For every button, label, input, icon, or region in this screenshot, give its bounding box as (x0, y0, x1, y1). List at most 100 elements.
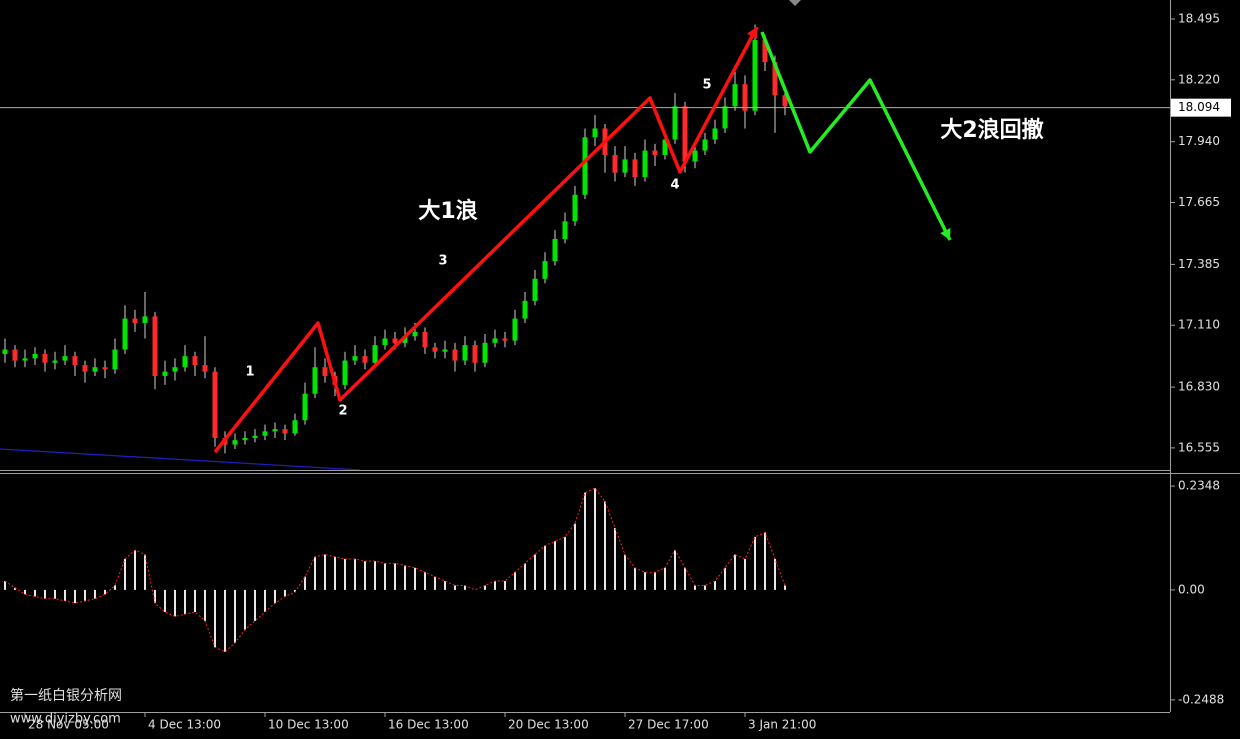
candle-body (552, 238, 558, 262)
histogram-bar (514, 572, 516, 590)
histogram-bar (574, 523, 576, 590)
histogram-bar (114, 585, 116, 590)
histogram-bar (734, 554, 736, 590)
histogram-bar (154, 589, 156, 604)
histogram-bar (254, 589, 256, 621)
histogram-bar (664, 567, 666, 590)
watermark: www.diyizby.com (10, 712, 121, 727)
candle-body (582, 137, 588, 195)
histogram-bar (374, 561, 376, 590)
histogram-bar (324, 554, 326, 590)
histogram-bar (144, 554, 146, 590)
candle-body (202, 364, 208, 372)
histogram-bar (224, 589, 226, 652)
candle-body (282, 429, 288, 434)
candle-body (692, 150, 698, 162)
histogram-bar (674, 550, 676, 590)
histogram-bar (564, 536, 566, 590)
histogram-bar (694, 585, 696, 590)
y-tick-label: 0.00 (1178, 582, 1205, 596)
candle-body (362, 356, 368, 363)
candle-body (732, 84, 738, 107)
candle-body (112, 349, 118, 370)
current-price-label: 18.094 (1178, 100, 1220, 114)
histogram-bar (494, 581, 496, 590)
histogram-bar (214, 589, 216, 648)
trend-line (0, 448, 361, 471)
histogram-bar (604, 501, 606, 590)
histogram-bar (754, 536, 756, 590)
x-tick-label: 28 Nov 05:00 (28, 718, 109, 732)
candle-body (242, 437, 248, 441)
histogram-bar (334, 556, 336, 590)
candle-body (682, 106, 688, 162)
y-tick-label: 16.555 (1178, 440, 1220, 454)
histogram-bar (784, 585, 786, 590)
histogram-bar (34, 589, 36, 597)
wave-arrow (760, 31, 952, 241)
candle-body (232, 440, 238, 445)
histogram-bar (544, 545, 546, 590)
histogram-bar (4, 581, 6, 590)
candle-body (742, 84, 748, 111)
candle-body (252, 435, 258, 438)
histogram-bar (314, 556, 316, 590)
histogram-bar (284, 589, 286, 597)
histogram-bar (54, 589, 56, 599)
y-tick-label: 18.495 (1178, 12, 1220, 26)
candle-body (662, 139, 668, 155)
annotation: 5 (702, 78, 711, 93)
histogram-bar (104, 589, 106, 595)
candle-body (402, 336, 408, 343)
histogram-bar (484, 585, 486, 590)
candle-body (172, 367, 178, 372)
x-tick-label: 3 Jan 21:00 (748, 718, 816, 732)
histogram-bar (274, 589, 276, 604)
histogram-bar (584, 492, 586, 590)
plot: 18.495 18.220 17.940 17.665 17.385 17.110 16.8… (0, 12, 1231, 732)
histogram-bar (64, 589, 66, 601)
histogram-bar (434, 576, 436, 590)
histogram-bar (44, 589, 46, 599)
histogram-bar (684, 567, 686, 590)
candle-body (432, 347, 438, 352)
candle-body (82, 364, 88, 372)
candle-body (32, 353, 38, 359)
candle-body (52, 360, 58, 363)
candle-body (352, 356, 358, 361)
candle-body (142, 316, 148, 323)
y-tick-label: -0.2488 (1178, 692, 1224, 706)
annotation: 大2浪回撤 (940, 117, 1043, 143)
candle-body (412, 331, 418, 337)
histogram-bar (124, 558, 126, 590)
candle-body (62, 356, 68, 361)
histogram-bar (464, 585, 466, 590)
histogram-bar (394, 563, 396, 590)
y-tick-label: 17.940 (1178, 134, 1220, 148)
candle-body (212, 371, 218, 438)
histogram-bar (94, 589, 96, 599)
candle-body (192, 356, 198, 365)
annotation: 3 (438, 254, 447, 269)
histogram-bar (724, 567, 726, 590)
candle-body (522, 300, 528, 319)
candle-body (42, 353, 48, 363)
histogram-bar (344, 558, 346, 590)
candle-body (772, 62, 778, 96)
candle-body (92, 367, 98, 372)
candle-body (2, 349, 8, 354)
candle-body (592, 128, 598, 138)
candle-body (672, 106, 678, 140)
histogram-bar (614, 528, 616, 590)
histogram-bar (654, 572, 656, 590)
histogram-bar (764, 532, 766, 590)
histogram-bar (84, 589, 86, 601)
candle-body (492, 338, 498, 343)
histogram-bar (774, 558, 776, 590)
annotation: 2 (338, 404, 347, 419)
candle-body (422, 331, 428, 348)
x-tick-label: 27 Dec 17:00 (628, 718, 709, 732)
histogram-bar (704, 585, 706, 590)
